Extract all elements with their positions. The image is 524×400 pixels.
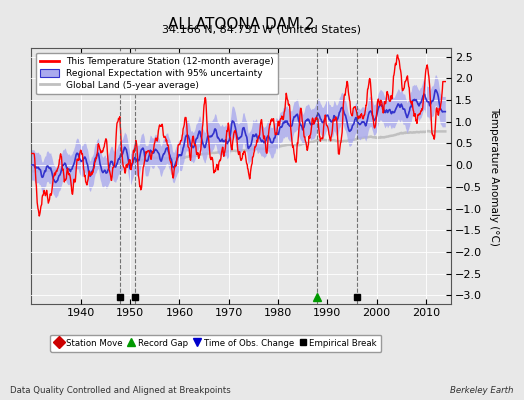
Text: Data Quality Controlled and Aligned at Breakpoints: Data Quality Controlled and Aligned at B…: [10, 386, 231, 395]
Y-axis label: Temperature Anomaly (°C): Temperature Anomaly (°C): [488, 106, 499, 246]
Legend: Station Move, Record Gap, Time of Obs. Change, Empirical Break: Station Move, Record Gap, Time of Obs. C…: [50, 334, 381, 352]
Text: Berkeley Earth: Berkeley Earth: [450, 386, 514, 395]
Title: ALLATOONA DAM 2: ALLATOONA DAM 2: [168, 16, 314, 32]
Text: 34.166 N, 84.731 W (United States): 34.166 N, 84.731 W (United States): [162, 24, 362, 34]
